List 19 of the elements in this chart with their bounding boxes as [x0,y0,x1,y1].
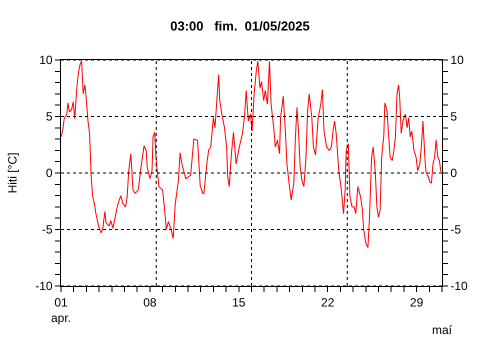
y-tick-label: 10 [39,53,53,68]
y2-tick-label: -10 [450,279,468,294]
y-tick-label: 0 [46,166,53,180]
y2-tick-label: -5 [450,222,462,237]
y-tick-label: -5 [42,222,53,237]
y2-tick-label: 10 [450,53,464,68]
y-axis-title: Hiti [°C] [6,152,20,194]
x-tick-label: 15 [232,295,246,310]
x-tick-label: 22 [321,295,335,310]
text: maí [432,323,453,337]
y-tick-label: 5 [46,110,53,124]
y2-tick-label: 5 [450,110,458,124]
x-tick-label: 29 [410,295,424,310]
x-tick-label: 01 apr. [50,295,72,325]
x-tick-label: 08 [143,295,157,310]
y-tick-label: -10 [35,279,53,294]
y2-tick-label: 0 [450,166,458,180]
chart-title: 03:00 fim. 01/05/2025 [170,18,310,34]
line-series [61,60,442,248]
